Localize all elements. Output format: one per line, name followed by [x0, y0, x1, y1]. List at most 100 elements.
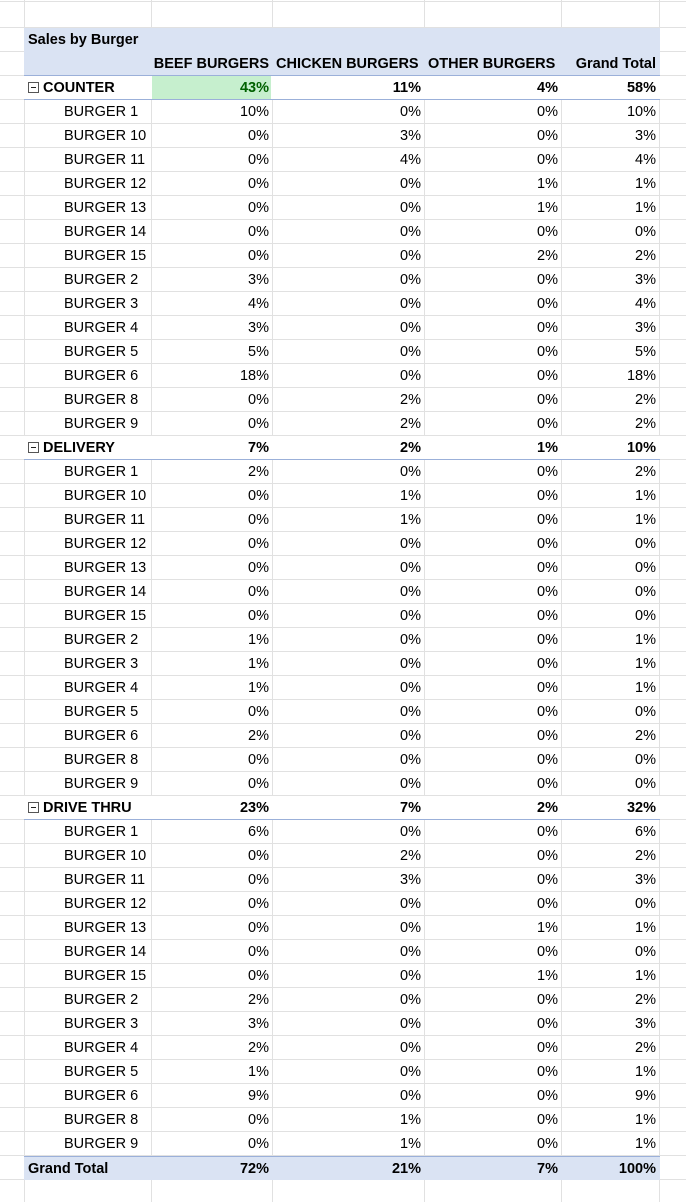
item-row[interactable]: BURGER 5 1% 0% 0% 1%	[24, 1060, 660, 1084]
item-value-total[interactable]: 5%	[635, 344, 656, 360]
item-value-other[interactable]: 0%	[537, 560, 558, 576]
item-row[interactable]: BURGER 11 0% 4% 0% 4%	[24, 148, 660, 172]
item-value-chicken[interactable]: 0%	[400, 752, 421, 768]
grand-total-other[interactable]: 7%	[537, 1161, 558, 1177]
item-value-beef[interactable]: 9%	[248, 1088, 269, 1104]
item-value-other[interactable]: 0%	[537, 608, 558, 624]
item-label[interactable]: BURGER 9	[64, 1136, 139, 1152]
item-value-beef[interactable]: 6%	[248, 824, 269, 840]
item-value-total[interactable]: 1%	[635, 1112, 656, 1128]
item-value-chicken[interactable]: 3%	[400, 872, 421, 888]
column-header-grand-total[interactable]: Grand Total	[575, 56, 656, 72]
item-value-total[interactable]: 2%	[635, 1040, 656, 1056]
item-label[interactable]: BURGER 13	[64, 560, 147, 576]
item-value-chicken[interactable]: 0%	[400, 344, 421, 360]
item-value-beef[interactable]: 0%	[248, 704, 269, 720]
item-value-beef[interactable]: 0%	[248, 872, 269, 888]
group-row[interactable]: DELIVERY 7% 2% 1% 10%	[24, 436, 660, 460]
item-value-chicken[interactable]: 0%	[400, 776, 421, 792]
item-value-total[interactable]: 3%	[635, 320, 656, 336]
item-value-total[interactable]: 2%	[635, 464, 656, 480]
item-value-beef[interactable]: 0%	[248, 152, 269, 168]
item-value-chicken[interactable]: 1%	[400, 488, 421, 504]
item-value-beef[interactable]: 0%	[248, 224, 269, 240]
item-row[interactable]: BURGER 4 2% 0% 0% 2%	[24, 1036, 660, 1060]
item-value-other[interactable]: 0%	[537, 128, 558, 144]
item-value-chicken[interactable]: 0%	[400, 824, 421, 840]
item-value-other[interactable]: 0%	[537, 992, 558, 1008]
item-label[interactable]: BURGER 10	[64, 848, 147, 864]
item-value-total[interactable]: 3%	[635, 272, 656, 288]
item-value-beef[interactable]: 3%	[248, 272, 269, 288]
item-row[interactable]: BURGER 12 0% 0% 0% 0%	[24, 892, 660, 916]
item-value-total[interactable]: 4%	[635, 296, 656, 312]
item-value-beef[interactable]: 0%	[248, 1136, 269, 1152]
item-value-beef[interactable]: 2%	[248, 728, 269, 744]
item-value-total[interactable]: 1%	[635, 920, 656, 936]
item-value-chicken[interactable]: 0%	[400, 176, 421, 192]
item-value-other[interactable]: 0%	[537, 488, 558, 504]
item-value-other[interactable]: 0%	[537, 416, 558, 432]
item-label[interactable]: BURGER 1	[64, 464, 139, 480]
item-label[interactable]: BURGER 10	[64, 488, 147, 504]
item-row[interactable]: BURGER 4 3% 0% 0% 3%	[24, 316, 660, 340]
pivot-title[interactable]: Sales by Burger	[28, 32, 139, 48]
item-label[interactable]: BURGER 1	[64, 824, 139, 840]
item-value-other[interactable]: 0%	[537, 296, 558, 312]
item-label[interactable]: BURGER 5	[64, 1064, 139, 1080]
item-value-total[interactable]: 2%	[635, 392, 656, 408]
item-value-other[interactable]: 0%	[537, 1040, 558, 1056]
item-value-chicken[interactable]: 0%	[400, 200, 421, 216]
item-value-other[interactable]: 0%	[537, 512, 558, 528]
item-value-other[interactable]: 0%	[537, 1016, 558, 1032]
item-label[interactable]: BURGER 10	[64, 128, 147, 144]
item-value-other[interactable]: 0%	[537, 368, 558, 384]
item-value-other[interactable]: 1%	[537, 176, 558, 192]
item-value-other[interactable]: 0%	[537, 656, 558, 672]
item-value-beef[interactable]: 0%	[248, 848, 269, 864]
item-row[interactable]: BURGER 9 0% 1% 0% 1%	[24, 1132, 660, 1156]
item-row[interactable]: BURGER 13 0% 0% 0% 0%	[24, 556, 660, 580]
item-value-total[interactable]: 0%	[635, 536, 656, 552]
item-value-other[interactable]: 0%	[537, 872, 558, 888]
item-value-other[interactable]: 1%	[537, 968, 558, 984]
item-value-other[interactable]: 2%	[537, 248, 558, 264]
item-value-total[interactable]: 0%	[635, 584, 656, 600]
item-label[interactable]: BURGER 15	[64, 968, 147, 984]
item-row[interactable]: BURGER 12 0% 0% 0% 0%	[24, 532, 660, 556]
item-value-chicken[interactable]: 0%	[400, 368, 421, 384]
item-value-total[interactable]: 1%	[635, 680, 656, 696]
collapse-minus-icon[interactable]	[28, 81, 39, 93]
item-label[interactable]: BURGER 12	[64, 176, 147, 192]
item-value-beef[interactable]: 1%	[248, 656, 269, 672]
item-label[interactable]: BURGER 4	[64, 680, 139, 696]
item-value-other[interactable]: 0%	[537, 1136, 558, 1152]
item-value-other[interactable]: 0%	[537, 680, 558, 696]
item-value-chicken[interactable]: 0%	[400, 584, 421, 600]
item-label[interactable]: BURGER 6	[64, 368, 139, 384]
item-label[interactable]: BURGER 9	[64, 416, 139, 432]
item-value-total[interactable]: 3%	[635, 1016, 656, 1032]
item-label[interactable]: BURGER 3	[64, 296, 139, 312]
item-value-other[interactable]: 0%	[537, 392, 558, 408]
group-total-total[interactable]: 58%	[626, 80, 656, 96]
item-value-total[interactable]: 0%	[635, 776, 656, 792]
item-value-beef[interactable]: 1%	[248, 1064, 269, 1080]
item-value-chicken[interactable]: 0%	[400, 680, 421, 696]
item-value-beef[interactable]: 0%	[248, 896, 269, 912]
item-label[interactable]: BURGER 15	[64, 608, 147, 624]
item-value-total[interactable]: 1%	[635, 1136, 656, 1152]
item-value-other[interactable]: 0%	[537, 896, 558, 912]
item-value-beef[interactable]: 0%	[248, 512, 269, 528]
group-row[interactable]: DRIVE THRU 23% 7% 2% 32%	[24, 796, 660, 820]
item-value-beef[interactable]: 0%	[248, 200, 269, 216]
item-label[interactable]: BURGER 12	[64, 896, 147, 912]
item-value-beef[interactable]: 0%	[248, 176, 269, 192]
item-row[interactable]: BURGER 3 4% 0% 0% 4%	[24, 292, 660, 316]
item-value-chicken[interactable]: 2%	[400, 848, 421, 864]
item-value-total[interactable]: 1%	[635, 176, 656, 192]
group-total-total[interactable]: 10%	[626, 440, 656, 456]
item-value-chicken[interactable]: 1%	[400, 1136, 421, 1152]
item-value-other[interactable]: 0%	[537, 344, 558, 360]
item-value-chicken[interactable]: 0%	[400, 944, 421, 960]
